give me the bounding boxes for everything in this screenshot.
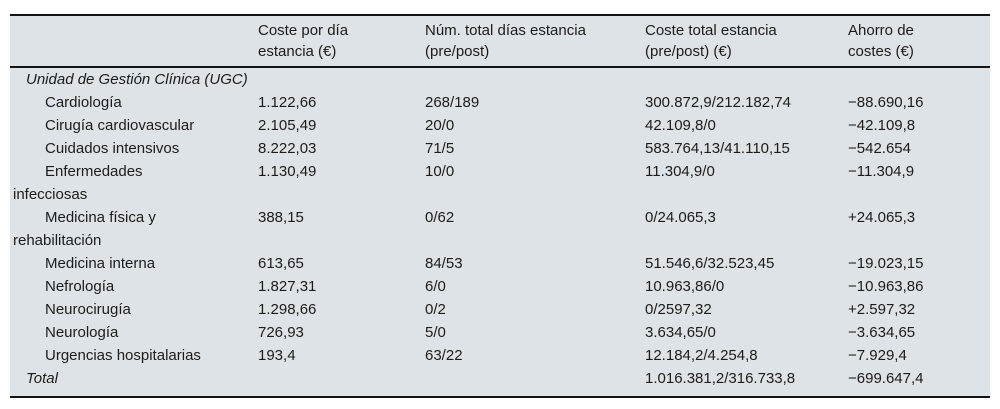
cell-days: 5/0 bbox=[425, 324, 446, 341]
cell-cost-per-day: 1.130,49 bbox=[258, 163, 317, 180]
header-total-days: Núm. total días estancia (pre/post) bbox=[425, 15, 645, 68]
cell-days: 63/22 bbox=[425, 347, 463, 364]
header-cost-per-day: Coste por día estancia (€) bbox=[258, 15, 425, 68]
row-label: Cirugía cardiovascular bbox=[45, 117, 195, 134]
cell-savings: −19.023,15 bbox=[848, 255, 924, 272]
cell-savings: −88.690,16 bbox=[848, 94, 924, 111]
cell-total-cost: 42.109,8/0 bbox=[645, 117, 716, 134]
header-total-cost: Coste total estancia (pre/post) (€) bbox=[645, 15, 848, 68]
row-label: Cardiología bbox=[45, 94, 122, 111]
cost-table-container: Coste por día estancia (€) Núm. total dí… bbox=[10, 14, 990, 398]
cell-savings: −10.963,86 bbox=[848, 278, 924, 295]
cell-days: 0/2 bbox=[425, 301, 446, 318]
cell-cost-per-day: 8.222,03 bbox=[258, 140, 317, 157]
cell-days: 0/62 bbox=[425, 209, 455, 226]
cell-days: 10/0 bbox=[425, 163, 455, 180]
row-label: Nefrología bbox=[45, 278, 115, 295]
cell-total-cost: 12.184,2/4.254,8 bbox=[645, 347, 758, 364]
group-header-label: Unidad de Gestión Clínica (UGC) bbox=[26, 71, 248, 88]
cell-days: 268/189 bbox=[425, 94, 480, 111]
cell-days-empty bbox=[425, 367, 645, 397]
table-row-medicina-fisica-rehabilitacion: Medicina física y rehabilitación 388,15 … bbox=[10, 206, 990, 252]
cell-savings: +2.597,32 bbox=[848, 301, 916, 318]
cell-days: 6/0 bbox=[425, 278, 446, 295]
ugc-cost-table: Coste por día estancia (€) Núm. total dí… bbox=[10, 14, 990, 398]
table-row-nefrologia: Nefrología 1.827,31 6/0 10.963,86/0 −10.… bbox=[10, 275, 990, 298]
cell-savings: −11.304,9 bbox=[848, 163, 915, 180]
table-row-cardiologia: Cardiología 1.122,66 268/189 300.872,9/2… bbox=[10, 91, 990, 114]
table-row-cuidados-intensivos: Cuidados intensivos 8.222,03 71/5 583.76… bbox=[10, 137, 990, 160]
cell-savings: −7.929,4 bbox=[848, 347, 907, 364]
table-row-enfermedades-infecciosas: Enfermedades infecciosas 1.130,49 10/0 1… bbox=[10, 160, 990, 206]
cell-total-cost: 1.016.381,2/316.733,8 bbox=[645, 370, 796, 387]
row-label: Medicina física y rehabilitación bbox=[13, 209, 156, 249]
header-row: Coste por día estancia (€) Núm. total dí… bbox=[10, 15, 990, 68]
cell-cost-per-day: 1.827,31 bbox=[258, 278, 317, 295]
cell-total-cost: 11.304,9/0 bbox=[645, 163, 715, 180]
row-label: Neurología bbox=[45, 324, 119, 341]
cell-days: 84/53 bbox=[425, 255, 463, 272]
table-row-cirugia-cardiovascular: Cirugía cardiovascular 2.105,49 20/0 42.… bbox=[10, 114, 990, 137]
table-row-total: Total 1.016.381,2/316.733,8 −699.647,4 bbox=[10, 367, 990, 397]
cell-savings: −542.654 bbox=[848, 140, 911, 157]
cell-savings: −699.647,4 bbox=[848, 370, 924, 387]
cell-savings: −3.634,65 bbox=[848, 324, 916, 341]
cell-days: 20/0 bbox=[425, 117, 455, 134]
table-row-neurocirugia: Neurocirugía 1.298,66 0/2 0/2597,32 +2.5… bbox=[10, 298, 990, 321]
cell-savings: −42.109,8 bbox=[848, 117, 916, 134]
row-label: Urgencias hospitalarias bbox=[45, 347, 201, 364]
cell-cost-per-day: 613,65 bbox=[258, 255, 304, 272]
row-label: Enfermedades infecciosas bbox=[13, 163, 143, 203]
total-label: Total bbox=[26, 370, 58, 387]
header-empty bbox=[10, 15, 258, 68]
cell-cost-per-day: 193,4 bbox=[258, 347, 296, 364]
cell-total-cost: 0/2597,32 bbox=[645, 301, 712, 318]
header-savings: Ahorro de costes (€) bbox=[848, 15, 990, 68]
table-row-neurologia: Neurología 726,93 5/0 3.634,65/0 −3.634,… bbox=[10, 321, 990, 344]
cell-total-cost: 300.872,9/212.182,74 bbox=[645, 94, 791, 111]
cell-cost-per-day: 388,15 bbox=[258, 209, 304, 226]
cell-cost-per-day: 1.122,66 bbox=[258, 94, 317, 111]
row-label: Neurocirugía bbox=[45, 301, 131, 318]
cell-cost-per-day-empty bbox=[258, 367, 425, 397]
cell-cost-per-day: 726,93 bbox=[258, 324, 304, 341]
cell-total-cost: 0/24.065,3 bbox=[645, 209, 716, 226]
cell-days: 71/5 bbox=[425, 140, 455, 157]
cell-savings: +24.065,3 bbox=[848, 209, 916, 226]
table-row-medicina-interna: Medicina interna 613,65 84/53 51.546,6/3… bbox=[10, 252, 990, 275]
row-label: Cuidados intensivos bbox=[45, 140, 180, 157]
cell-total-cost: 3.634,65/0 bbox=[645, 324, 716, 341]
table-row-urgencias-hospitalarias: Urgencias hospitalarias 193,4 63/22 12.1… bbox=[10, 344, 990, 367]
cell-cost-per-day: 1.298,66 bbox=[258, 301, 317, 318]
group-header-row: Unidad de Gestión Clínica (UGC) bbox=[10, 67, 990, 91]
cell-total-cost: 51.546,6/32.523,45 bbox=[645, 255, 775, 272]
cell-cost-per-day: 2.105,49 bbox=[258, 117, 317, 134]
row-label: Medicina interna bbox=[45, 255, 156, 272]
cell-total-cost: 583.764,13/41.110,15 bbox=[645, 140, 790, 157]
cell-total-cost: 10.963,86/0 bbox=[645, 278, 725, 295]
